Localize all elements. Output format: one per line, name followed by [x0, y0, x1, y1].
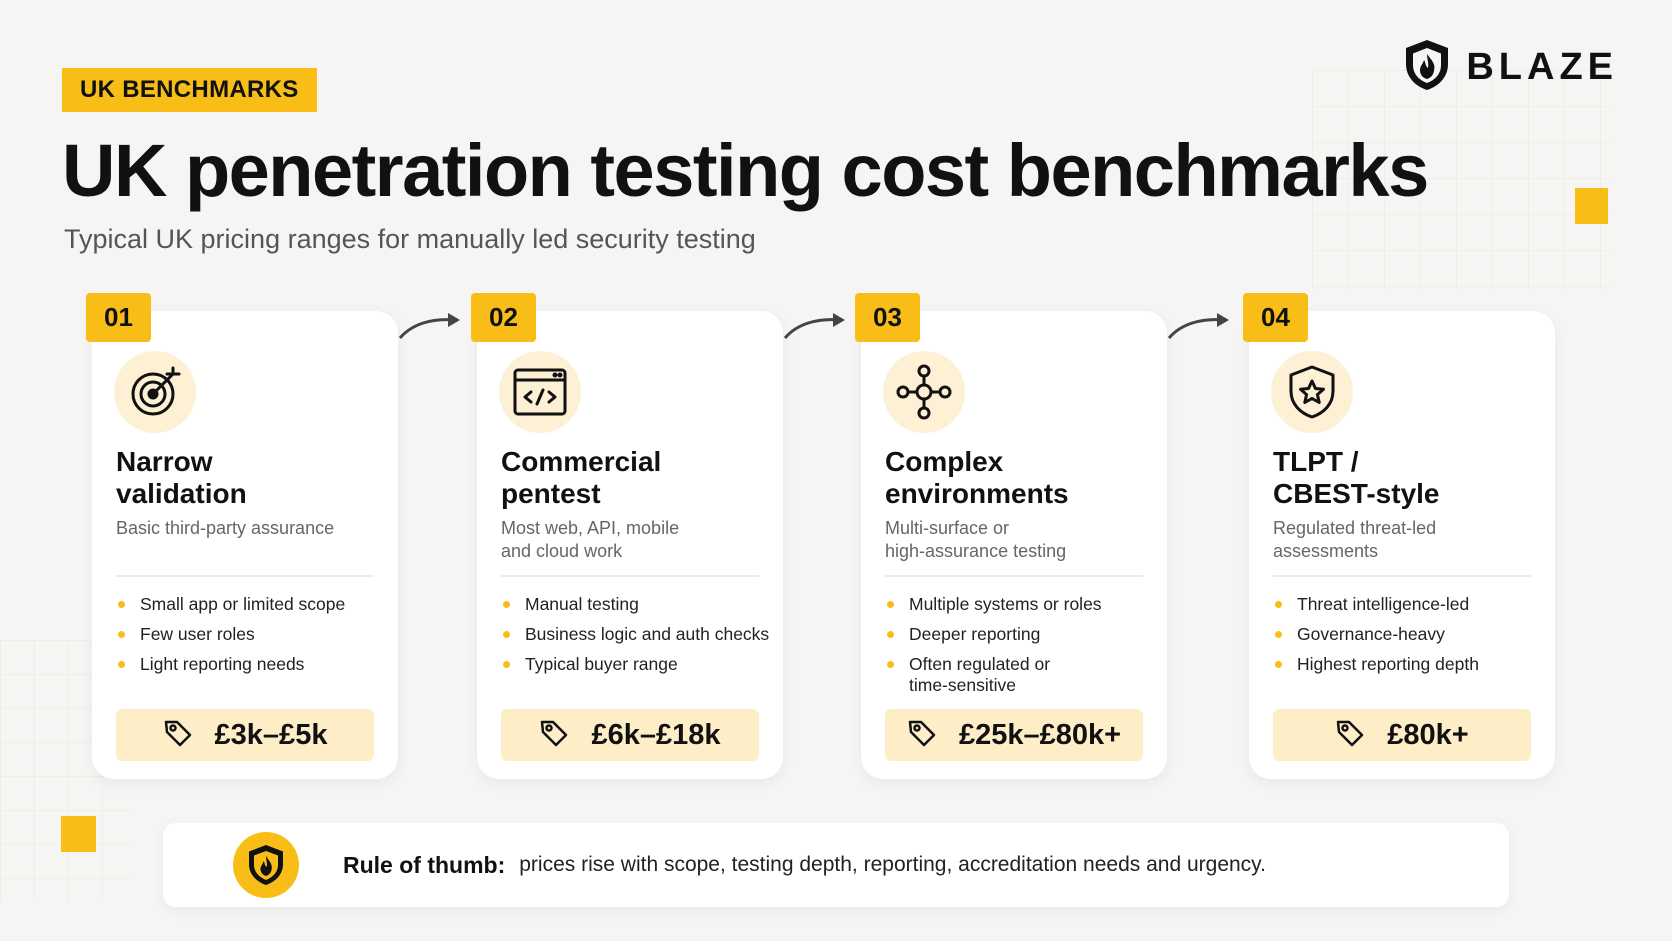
- target-icon: [114, 351, 196, 433]
- divider: [501, 575, 759, 577]
- price-range: £6k–£18k: [591, 718, 721, 751]
- network-nodes-icon: [883, 351, 965, 433]
- list-item: Threat intelligence-led: [1273, 594, 1543, 615]
- tier-bullets: Multiple systems or roles Deeper reporti…: [885, 594, 1155, 705]
- tier-title: TLPT / CBEST-style: [1273, 446, 1440, 509]
- price-badge: £6k–£18k: [501, 709, 759, 761]
- list-item: Highest reporting depth: [1273, 654, 1543, 675]
- tier-title: Commercial pentest: [501, 446, 662, 509]
- rule-text: prices rise with scope, testing depth, r…: [519, 853, 1266, 876]
- list-item: Governance-heavy: [1273, 624, 1543, 645]
- price-tag-icon: [907, 718, 937, 753]
- list-item: Deeper reporting: [885, 624, 1155, 645]
- list-item: Business logic and auth checks: [501, 624, 771, 645]
- price-range: £80k+: [1387, 718, 1469, 751]
- arrow-right-icon: [1167, 313, 1229, 340]
- list-item: Multiple systems or roles: [885, 594, 1155, 615]
- tier-description: Regulated threat-led assessments: [1273, 518, 1437, 561]
- flame-shield-icon: [233, 832, 299, 898]
- price-tag-icon: [163, 718, 193, 753]
- grid-decoration: [1312, 70, 1612, 290]
- tier-description: Most web, API, mobile and cloud work: [501, 518, 680, 561]
- arrow-right-icon: [398, 313, 460, 340]
- accent-square: [1575, 188, 1608, 224]
- price-tag-icon: [539, 718, 569, 753]
- list-item: Light reporting needs: [116, 654, 386, 675]
- brand-name: BLAZE: [1466, 46, 1618, 88]
- price-badge: £80k+: [1273, 709, 1531, 761]
- shield-star-icon: [1271, 351, 1353, 433]
- tier-number: 01: [86, 293, 151, 342]
- tier-number: 02: [471, 293, 536, 342]
- tier-card-2: 02 Commercial pentest Most web, API, mob…: [471, 293, 783, 779]
- rule-of-thumb-banner: Rule of thumb: prices rise with scope, t…: [163, 823, 1509, 907]
- tier-bullets: Manual testing Business logic and auth c…: [501, 594, 771, 684]
- category-tag: UK BENCHMARKS: [62, 68, 317, 112]
- price-badge: £25k–£80k+: [885, 709, 1143, 761]
- page-title: UK penetration testing cost benchmarks: [62, 129, 1429, 212]
- code-window-icon: [499, 351, 581, 433]
- brand-logo: BLAZE: [1402, 38, 1618, 97]
- tier-card-3: 03 Complex environments Multi-surface or…: [855, 293, 1167, 779]
- price-range: £25k–£80k+: [958, 718, 1122, 751]
- tier-description: Multi-surface or high-assurance testing: [885, 518, 1067, 561]
- tier-card-4: 04 TLPT / CBEST-style Regulated threat-l…: [1243, 293, 1555, 779]
- list-item: Often regulated or time-sensitive: [885, 654, 1075, 696]
- tier-bullets: Small app or limited scope Few user role…: [116, 594, 386, 684]
- list-item: Typical buyer range: [501, 654, 771, 675]
- price-tag-icon: [1335, 718, 1365, 753]
- tier-number: 03: [855, 293, 920, 342]
- page-subtitle: Typical UK pricing ranges for manually l…: [64, 224, 756, 254]
- price-range: £3k–£5k: [214, 718, 328, 751]
- list-item: Small app or limited scope: [116, 594, 386, 615]
- divider: [116, 575, 374, 577]
- arrow-right-icon: [783, 313, 845, 340]
- accent-square: [61, 816, 96, 852]
- blaze-shield-icon: [1402, 38, 1452, 97]
- tier-description: Basic third-party assurance: [116, 518, 335, 538]
- list-item: Manual testing: [501, 594, 771, 615]
- price-badge: £3k–£5k: [116, 709, 374, 761]
- tier-title: Narrow validation: [116, 446, 247, 509]
- tier-number: 04: [1243, 293, 1308, 342]
- divider: [1273, 575, 1531, 577]
- tier-bullets: Threat intelligence-led Governance-heavy…: [1273, 594, 1543, 684]
- tier-card-1: 01 Narrow validation Basic third-party a…: [86, 293, 398, 779]
- rule-label: Rule of thumb:: [343, 851, 506, 878]
- list-item: Few user roles: [116, 624, 386, 645]
- tier-title: Complex environments: [885, 446, 1069, 509]
- divider: [885, 575, 1143, 577]
